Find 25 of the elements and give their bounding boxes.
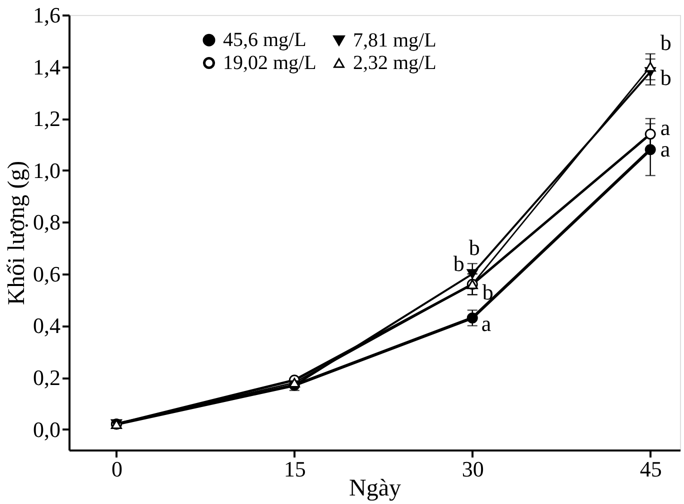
y-tick-label: 0,8 <box>33 210 60 235</box>
annotation: b <box>660 64 672 90</box>
y-tick-label: 0,2 <box>33 365 60 390</box>
x-tick-label: 0 <box>111 456 122 482</box>
x-tick-label: 15 <box>284 456 306 482</box>
y-tick-label: 0,4 <box>33 313 60 338</box>
y-axis-title: Khối lượng (g) <box>4 160 30 306</box>
x-tick-label: 45 <box>640 456 662 482</box>
legend-label: 2,32 mg/L <box>353 52 436 74</box>
legend-label: 19,02 mg/L <box>223 52 316 74</box>
legend-label: 45,6 mg/L <box>223 29 306 52</box>
y-tick-label: 0,6 <box>33 261 60 286</box>
y-tick-label: 0,0 <box>33 416 60 442</box>
y-tick-label: 1,0 <box>33 158 60 183</box>
y-tick-label: 1,4 <box>33 54 60 80</box>
x-tick-label: 30 <box>462 456 484 482</box>
x-axis-title: Ngày <box>349 476 401 502</box>
legend-label: 7,81 mg/L <box>353 30 436 52</box>
annotation: b <box>468 234 480 260</box>
annotation: b <box>482 279 494 304</box>
annotation: b <box>660 30 672 55</box>
annotation: b <box>453 250 464 276</box>
y-tick-label: 1,2 <box>33 106 60 132</box>
y-tick-label: 1,6 <box>33 2 60 28</box>
annotation: a <box>481 310 492 336</box>
